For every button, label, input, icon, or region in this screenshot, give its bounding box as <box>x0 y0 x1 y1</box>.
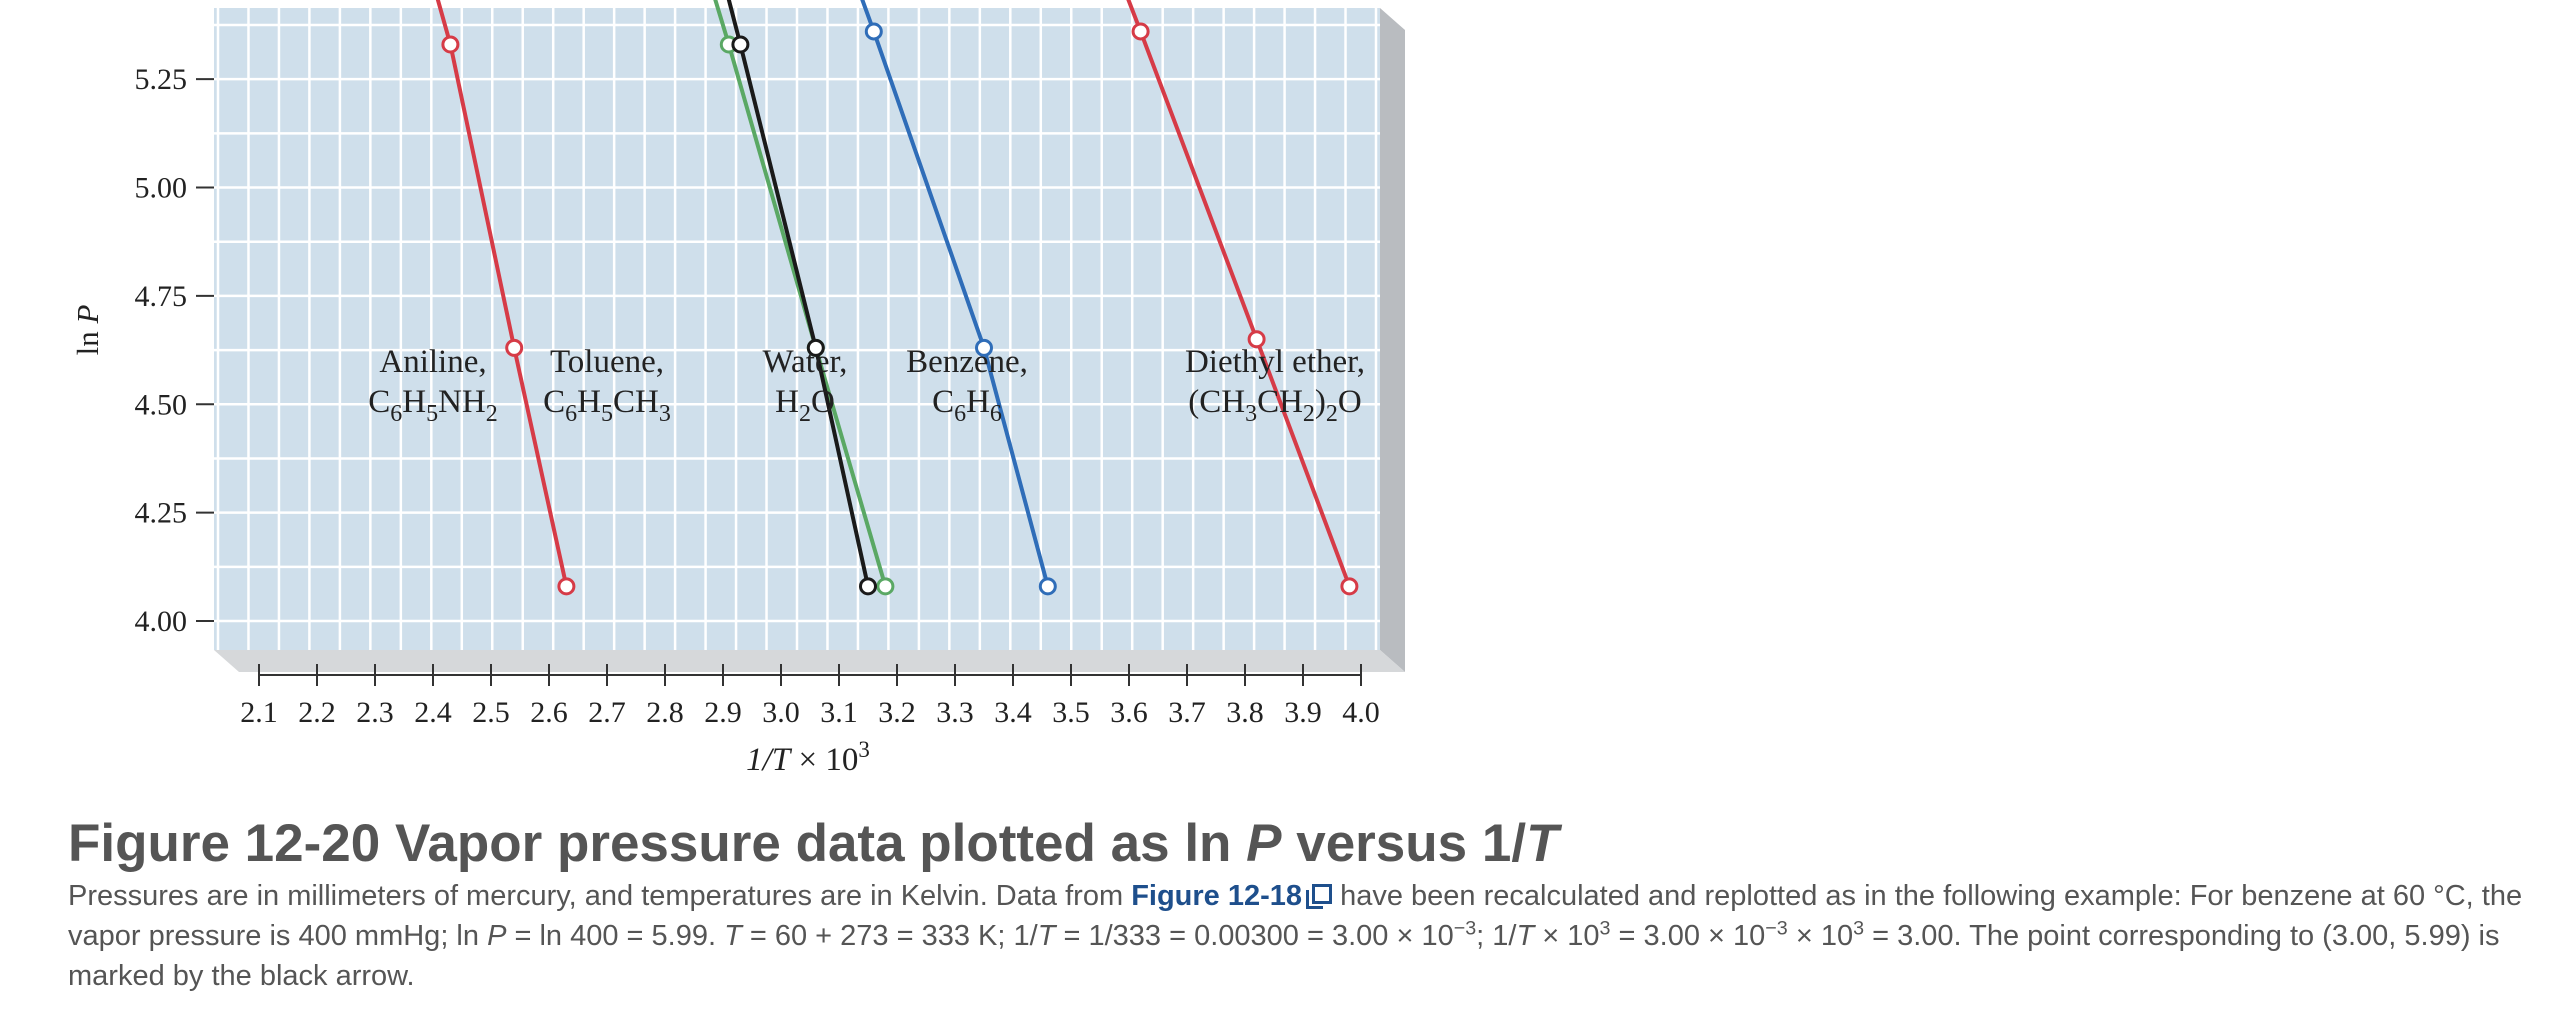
x-tick-label: 3.5 <box>1052 696 1090 729</box>
x-tick-label: 2.2 <box>298 696 336 729</box>
data-point <box>876 577 895 596</box>
figure-title: Figure 12-20 Vapor pressure data plotted… <box>68 814 1559 873</box>
data-point <box>1340 577 1359 596</box>
series-label-formula: (CH3CH2)2O <box>1188 384 1362 427</box>
grid <box>214 8 1380 650</box>
data-point <box>1131 22 1150 41</box>
y-tick-label: 4.50 <box>135 388 188 421</box>
data-point <box>731 35 750 54</box>
x-tick-label: 2.9 <box>704 696 742 729</box>
y-tick-label: 4.75 <box>135 280 188 313</box>
x-tick-label: 4.0 <box>1342 696 1380 729</box>
panel-side <box>1380 8 1405 672</box>
vapor-pressure-chart: 6.756.506.256.005.755.505.255.004.754.50… <box>70 0 1405 778</box>
x-tick-label: 2.8 <box>646 696 684 729</box>
series-group <box>435 0 1359 596</box>
figure-caption: Figure 12-20 Vapor pressure data plotted… <box>68 812 2538 996</box>
y-tick-label: 4.00 <box>135 605 188 638</box>
x-tick-label: 3.0 <box>762 696 800 729</box>
series-label-name: Aniline, <box>379 344 486 380</box>
figure-12-18-link[interactable]: Figure 12-18 <box>1131 880 1333 912</box>
x-tick-label: 3.3 <box>936 696 974 729</box>
series-label-name: Water, <box>763 344 848 380</box>
data-point <box>1247 330 1266 349</box>
y-tick-label: 5.25 <box>135 63 188 96</box>
series-label-formula: C6H6 <box>932 384 1002 427</box>
series-label-formula: H2O <box>775 384 835 427</box>
x-tick-label: 3.4 <box>994 696 1032 729</box>
y-tick-label: 5.00 <box>135 172 188 205</box>
data-point <box>975 338 993 357</box>
y-tick-label: 4.25 <box>135 497 188 530</box>
x-axis-label: 1/T × 103 <box>746 737 870 778</box>
x-tick-label: 3.6 <box>1110 696 1148 729</box>
x-tick-label: 2.1 <box>240 696 278 729</box>
data-point <box>505 338 524 357</box>
x-tick-label: 2.6 <box>530 696 568 729</box>
series-labels: Aniline, C6H5NH2 Toluene, C6H5CH3 Water, H2O B… <box>368 344 1365 427</box>
x-tick-label: 3.8 <box>1226 696 1264 729</box>
x-tick-label: 3.1 <box>820 696 858 729</box>
x-tick-label: 2.5 <box>472 696 510 729</box>
data-point <box>557 577 576 596</box>
series-label-name: Benzene, <box>906 344 1028 380</box>
series-label-name: Diethyl ether, <box>1185 344 1365 380</box>
x-tick-label: 2.4 <box>414 696 452 729</box>
x-tick-label: 2.7 <box>588 696 626 729</box>
axes: 6.756.506.256.005.755.505.255.004.754.50… <box>135 63 1380 729</box>
figure-description: Pressures are in millimeters of mercury,… <box>68 879 2523 992</box>
data-point <box>441 35 460 54</box>
external-window-icon <box>1306 883 1333 909</box>
data-point <box>806 338 825 357</box>
x-tick-label: 2.3 <box>356 696 394 729</box>
data-point <box>859 577 877 596</box>
data-point <box>864 22 883 41</box>
x-tick-label: 3.7 <box>1168 696 1206 729</box>
series-label-formula: C6H5NH2 <box>368 384 498 427</box>
y-axis-label: ln P <box>70 305 105 356</box>
panel-floor <box>214 650 1405 672</box>
series-label-formula: C6H5CH3 <box>543 384 671 427</box>
data-point <box>1038 577 1057 596</box>
x-tick-label: 3.9 <box>1284 696 1322 729</box>
x-tick-label: 3.2 <box>878 696 916 729</box>
series-label-name: Toluene, <box>550 344 664 380</box>
